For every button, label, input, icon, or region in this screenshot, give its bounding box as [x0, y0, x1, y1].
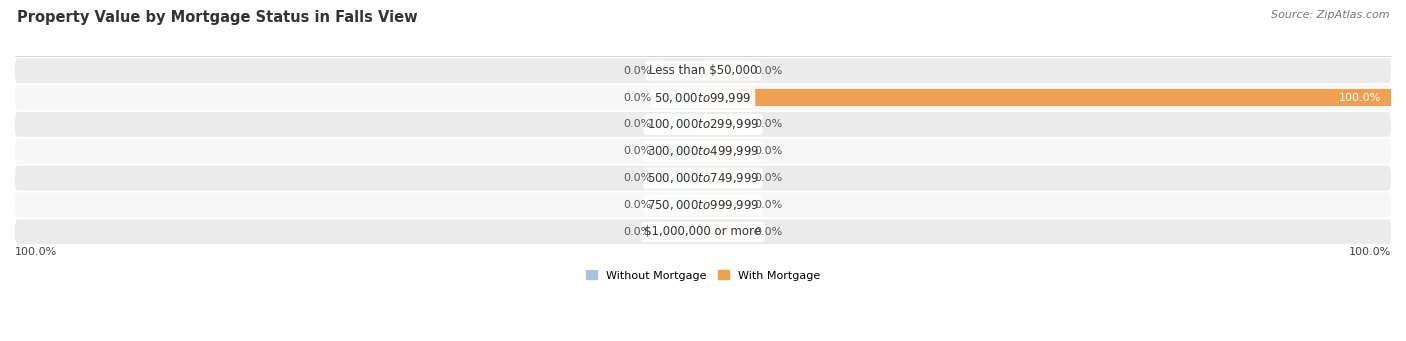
- Text: Less than $50,000: Less than $50,000: [648, 64, 758, 77]
- Text: 0.0%: 0.0%: [755, 66, 783, 76]
- Bar: [703, 170, 744, 187]
- Text: 0.0%: 0.0%: [755, 200, 783, 210]
- Text: $300,000 to $499,999: $300,000 to $499,999: [647, 144, 759, 158]
- Text: 100.0%: 100.0%: [1339, 92, 1381, 103]
- FancyBboxPatch shape: [15, 58, 1391, 83]
- Text: $50,000 to $99,999: $50,000 to $99,999: [654, 90, 752, 105]
- Text: $750,000 to $999,999: $750,000 to $999,999: [647, 198, 759, 212]
- Text: 0.0%: 0.0%: [755, 227, 783, 237]
- FancyBboxPatch shape: [15, 112, 1391, 137]
- Bar: [703, 196, 744, 213]
- Bar: [662, 223, 703, 240]
- Text: 0.0%: 0.0%: [755, 119, 783, 129]
- Text: $1,000,000 or more: $1,000,000 or more: [644, 225, 762, 238]
- Bar: [662, 170, 703, 187]
- Bar: [703, 116, 744, 133]
- Bar: [703, 89, 1391, 106]
- Text: 0.0%: 0.0%: [623, 173, 651, 183]
- Bar: [662, 62, 703, 79]
- Bar: [662, 143, 703, 160]
- FancyBboxPatch shape: [15, 139, 1391, 164]
- Text: 0.0%: 0.0%: [623, 146, 651, 156]
- FancyBboxPatch shape: [15, 85, 1391, 110]
- Text: 0.0%: 0.0%: [623, 92, 651, 103]
- FancyBboxPatch shape: [15, 219, 1391, 244]
- Text: 100.0%: 100.0%: [1348, 247, 1391, 257]
- Text: 0.0%: 0.0%: [623, 66, 651, 76]
- FancyBboxPatch shape: [15, 166, 1391, 190]
- Text: Property Value by Mortgage Status in Falls View: Property Value by Mortgage Status in Fal…: [17, 10, 418, 25]
- Text: 0.0%: 0.0%: [623, 227, 651, 237]
- Bar: [662, 116, 703, 133]
- FancyBboxPatch shape: [15, 193, 1391, 217]
- Bar: [662, 196, 703, 213]
- Text: 0.0%: 0.0%: [623, 200, 651, 210]
- Bar: [703, 143, 744, 160]
- Legend: Without Mortgage, With Mortgage: Without Mortgage, With Mortgage: [583, 268, 823, 283]
- Text: 0.0%: 0.0%: [755, 146, 783, 156]
- Text: 100.0%: 100.0%: [15, 247, 58, 257]
- Bar: [662, 89, 703, 106]
- Bar: [703, 62, 744, 79]
- Text: Source: ZipAtlas.com: Source: ZipAtlas.com: [1271, 10, 1389, 20]
- Text: 0.0%: 0.0%: [755, 173, 783, 183]
- Text: $500,000 to $749,999: $500,000 to $749,999: [647, 171, 759, 185]
- Bar: [703, 223, 744, 240]
- Text: $100,000 to $299,999: $100,000 to $299,999: [647, 117, 759, 131]
- Text: 0.0%: 0.0%: [623, 119, 651, 129]
